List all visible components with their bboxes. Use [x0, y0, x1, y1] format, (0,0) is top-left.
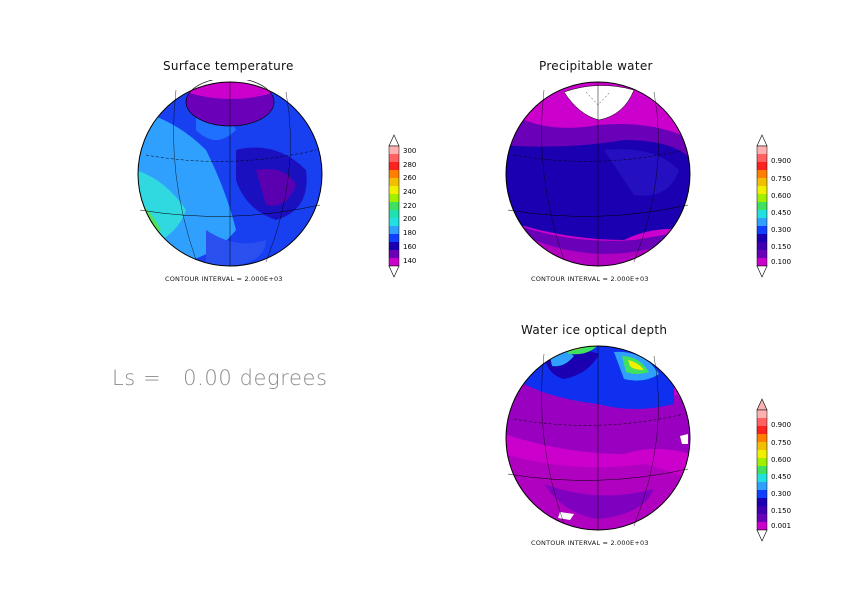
- colorbar-label: 280: [403, 161, 416, 169]
- colorbar-label: 0.150: [771, 243, 791, 251]
- colorbar-label: 0.300: [771, 226, 791, 234]
- surface-temperature-globe: [137, 80, 323, 267]
- colorbar-label: 0.001: [771, 522, 791, 530]
- colorbar-label: 300: [403, 147, 416, 155]
- colorbar-label: 240: [403, 188, 416, 196]
- water-ice-optical-depth-globe: [505, 345, 691, 531]
- water-ice-optical-depth-contour-note: CONTOUR INTERVAL = 2.000E+03: [531, 539, 649, 547]
- precipitable-water-title: Precipitable water: [539, 59, 653, 73]
- surface-temperature-title: Surface temperature: [163, 59, 294, 73]
- colorbar-label: 0.300: [771, 490, 791, 498]
- solar-longitude-label: Ls = 0.00 degrees: [112, 366, 328, 390]
- precipitable-water-globe: [505, 81, 691, 267]
- colorbar-label: 140: [403, 257, 416, 265]
- colorbar-label: 0.900: [771, 421, 791, 429]
- colorbar-label: 0.600: [771, 456, 791, 464]
- precipitable-water-colorbar: 0.900 0.750 0.600 0.450 0.300 0.150 0.10…: [756, 134, 791, 278]
- water-ice-optical-depth-title: Water ice optical depth: [521, 323, 668, 337]
- colorbar-label: 260: [403, 174, 416, 182]
- surface-temperature-contour-note: CONTOUR INTERVAL = 2.000E+03: [165, 275, 283, 283]
- colorbar-label: 220: [403, 202, 416, 210]
- colorbar-label: 180: [403, 229, 416, 237]
- precipitable-water-contour-note: CONTOUR INTERVAL = 2.000E+03: [531, 275, 649, 283]
- colorbar-label: 0.750: [771, 175, 791, 183]
- surface-temperature-colorbar: 300 280 260 240 220 200 180 160 140: [388, 134, 416, 278]
- colorbar-label: 160: [403, 243, 416, 251]
- colorbar-label: 0.450: [771, 209, 791, 217]
- colorbar-label: 200: [403, 215, 416, 223]
- water-ice-optical-depth-colorbar: 0.900 0.750 0.600 0.450 0.300 0.150 0.00…: [756, 398, 791, 542]
- colorbar-label: 0.750: [771, 439, 791, 447]
- colorbar-label: 0.900: [771, 157, 791, 165]
- colorbar-label: 0.150: [771, 507, 791, 515]
- colorbar-label: 0.450: [771, 473, 791, 481]
- colorbar-label: 0.600: [771, 192, 791, 200]
- colorbar-label: 0.100: [771, 258, 791, 266]
